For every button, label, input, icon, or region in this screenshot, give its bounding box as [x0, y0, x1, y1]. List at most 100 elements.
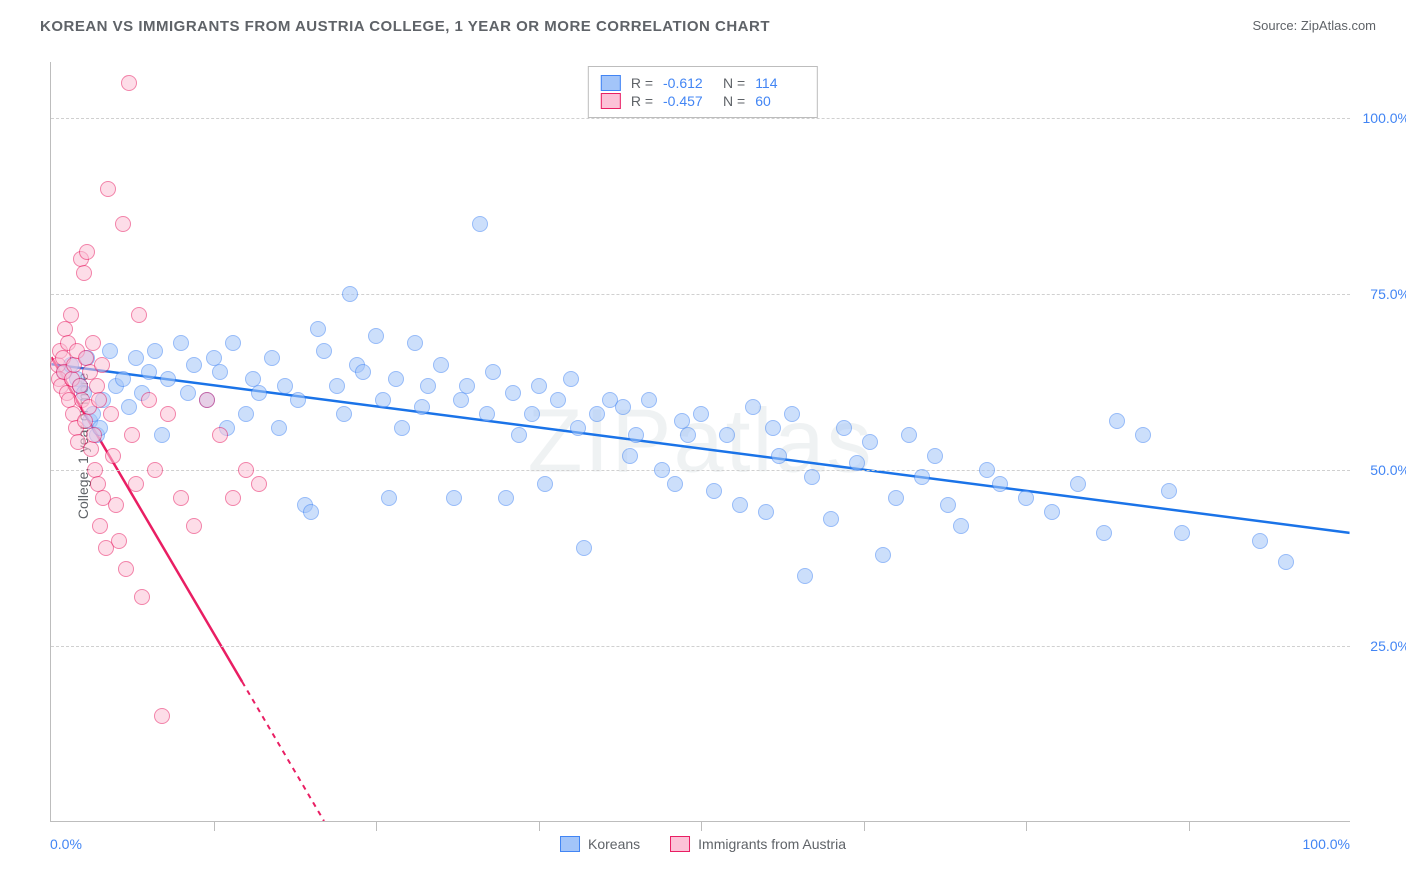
legend-label: Immigrants from Austria	[698, 836, 846, 852]
scatter-point	[336, 406, 352, 422]
scatter-point	[953, 518, 969, 534]
scatter-point	[121, 75, 137, 91]
scatter-point	[836, 420, 852, 436]
scatter-point	[388, 371, 404, 387]
scatter-point	[414, 399, 430, 415]
scatter-point	[147, 462, 163, 478]
scatter-point	[888, 490, 904, 506]
legend-label: Koreans	[588, 836, 640, 852]
scatter-point	[1070, 476, 1086, 492]
scatter-point	[498, 490, 514, 506]
r-label: R =	[631, 93, 653, 109]
scatter-point	[186, 518, 202, 534]
scatter-point	[264, 350, 280, 366]
scatter-point	[914, 469, 930, 485]
scatter-point	[433, 357, 449, 373]
scatter-point	[83, 441, 99, 457]
scatter-point	[719, 427, 735, 443]
scatter-point	[79, 244, 95, 260]
scatter-point	[550, 392, 566, 408]
scatter-point	[570, 420, 586, 436]
scatter-point	[105, 448, 121, 464]
scatter-point	[141, 364, 157, 380]
x-tick	[539, 821, 540, 831]
scatter-point	[628, 427, 644, 443]
scatter-point	[141, 392, 157, 408]
scatter-point	[329, 378, 345, 394]
scatter-point	[368, 328, 384, 344]
scatter-point	[238, 462, 254, 478]
gridline	[51, 294, 1350, 295]
scatter-point	[479, 406, 495, 422]
scatter-point	[622, 448, 638, 464]
scatter-point	[63, 307, 79, 323]
scatter-point	[667, 476, 683, 492]
y-tick-label: 25.0%	[1370, 638, 1406, 654]
stats-box: R =-0.612N =114R =-0.457N =60	[588, 66, 818, 118]
scatter-point	[693, 406, 709, 422]
r-label: R =	[631, 75, 653, 91]
scatter-point	[758, 504, 774, 520]
x-axis-max-label: 100.0%	[1303, 836, 1350, 852]
scatter-point	[160, 406, 176, 422]
scatter-point	[615, 399, 631, 415]
n-value: 60	[755, 93, 805, 109]
scatter-point	[940, 497, 956, 513]
scatter-point	[1044, 504, 1060, 520]
scatter-point	[875, 547, 891, 563]
x-tick	[1026, 821, 1027, 831]
r-value: -0.612	[663, 75, 713, 91]
gridline	[51, 646, 1350, 647]
scatter-point	[290, 392, 306, 408]
scatter-point	[375, 392, 391, 408]
scatter-point	[706, 483, 722, 499]
scatter-point	[160, 371, 176, 387]
trend-lines-layer	[51, 62, 1350, 821]
scatter-point	[128, 350, 144, 366]
scatter-point	[173, 335, 189, 351]
source-credit: Source: ZipAtlas.com	[1252, 18, 1376, 33]
scatter-point	[979, 462, 995, 478]
scatter-point	[199, 392, 215, 408]
scatter-point	[91, 392, 107, 408]
scatter-point	[103, 406, 119, 422]
scatter-point	[94, 357, 110, 373]
x-tick	[701, 821, 702, 831]
y-tick-label: 75.0%	[1370, 286, 1406, 302]
x-tick	[214, 821, 215, 831]
stats-row: R =-0.612N =114	[601, 75, 805, 91]
scatter-point	[823, 511, 839, 527]
scatter-point	[212, 427, 228, 443]
scatter-point	[485, 364, 501, 380]
scatter-point	[745, 399, 761, 415]
legend-swatch	[670, 836, 690, 852]
scatter-point	[118, 561, 134, 577]
scatter-point	[407, 335, 423, 351]
scatter-point	[524, 406, 540, 422]
scatter-point	[641, 392, 657, 408]
scatter-point	[134, 589, 150, 605]
scatter-point	[115, 371, 131, 387]
r-value: -0.457	[663, 93, 713, 109]
scatter-point	[225, 490, 241, 506]
scatter-point	[173, 490, 189, 506]
scatter-point	[92, 518, 108, 534]
scatter-point	[453, 392, 469, 408]
scatter-point	[862, 434, 878, 450]
scatter-point	[732, 497, 748, 513]
scatter-point	[85, 335, 101, 351]
scatter-point	[1161, 483, 1177, 499]
scatter-point	[459, 378, 475, 394]
scatter-point	[131, 307, 147, 323]
scatter-point	[180, 385, 196, 401]
scatter-point	[355, 364, 371, 380]
scatter-point	[537, 476, 553, 492]
scatter-point	[680, 427, 696, 443]
scatter-point	[804, 469, 820, 485]
scatter-point	[238, 406, 254, 422]
scatter-point	[472, 216, 488, 232]
scatter-point	[771, 448, 787, 464]
scatter-point	[186, 357, 202, 373]
trend-line	[51, 364, 1349, 533]
n-value: 114	[755, 75, 805, 91]
